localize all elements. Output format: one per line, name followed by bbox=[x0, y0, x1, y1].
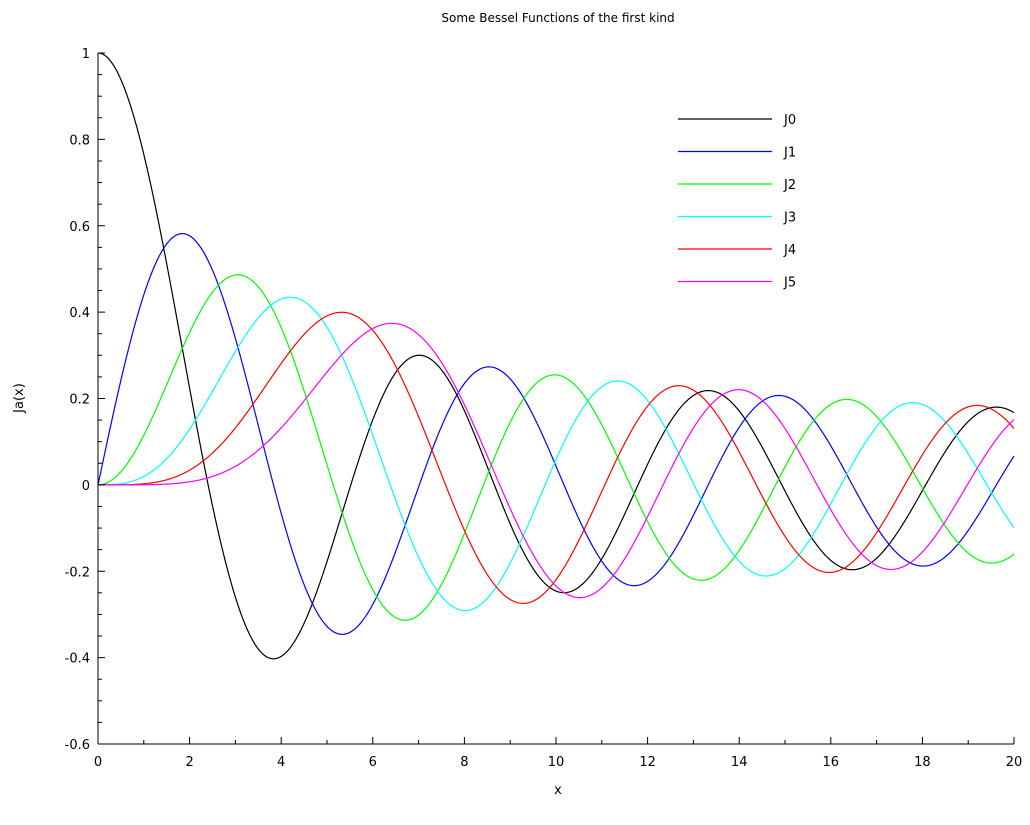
legend-label-j3: J3 bbox=[783, 211, 796, 226]
y-tick-label: 0.6 bbox=[69, 220, 90, 235]
legend-label-j1: J1 bbox=[783, 146, 796, 161]
x-tick-label: 8 bbox=[460, 755, 468, 770]
series-line-j5 bbox=[97, 322, 1015, 599]
series-line-j4 bbox=[97, 311, 1015, 604]
x-tick-label: 2 bbox=[185, 755, 193, 770]
x-tick-label: 6 bbox=[369, 755, 377, 770]
y-tick-label: 1 bbox=[82, 47, 90, 62]
y-axis: -0.6 -0.4 -0.2 0 0.2 0.4 0.6 0.8 1 bbox=[65, 47, 105, 753]
x-axis-label: x bbox=[554, 783, 562, 798]
x-tick-label: 0 bbox=[94, 755, 102, 770]
x-tick-label: 12 bbox=[639, 755, 656, 770]
series-line-j1 bbox=[97, 232, 1015, 635]
y-tick-label: 0 bbox=[82, 479, 90, 494]
legend-label-j0: J0 bbox=[783, 113, 796, 128]
x-tick-label: 18 bbox=[914, 755, 931, 770]
legend-label-j4: J4 bbox=[783, 243, 796, 258]
y-tick-label: 0.8 bbox=[69, 133, 90, 148]
x-tick-label: 4 bbox=[277, 755, 285, 770]
legend-label-j2: J2 bbox=[783, 178, 796, 193]
series-line-j2 bbox=[97, 274, 1015, 621]
y-tick-label: 0.2 bbox=[69, 393, 90, 408]
y-tick-label: -0.4 bbox=[65, 652, 90, 667]
legend-label-j5: J5 bbox=[783, 276, 796, 291]
series-line-j0 bbox=[97, 52, 1015, 660]
x-tick-label: 14 bbox=[731, 755, 748, 770]
x-tick-label: 10 bbox=[548, 755, 565, 770]
x-tick-label: 20 bbox=[1006, 755, 1023, 770]
legend: J0 J1 J2 J3 J4 J5 bbox=[678, 113, 796, 291]
y-axis-label: Ja(x) bbox=[12, 383, 27, 414]
chart-title: Some Bessel Functions of the first kind bbox=[441, 11, 674, 25]
y-tick-label: 0.4 bbox=[69, 306, 90, 321]
x-tick-label: 16 bbox=[823, 755, 840, 770]
y-tick-label: -0.6 bbox=[65, 738, 90, 753]
series-line-j3 bbox=[97, 296, 1015, 612]
series-group bbox=[97, 52, 1015, 660]
y-tick-label: -0.2 bbox=[65, 565, 90, 580]
x-axis: 0 2 4 6 8 10 12 14 16 18 20 bbox=[94, 737, 1022, 770]
